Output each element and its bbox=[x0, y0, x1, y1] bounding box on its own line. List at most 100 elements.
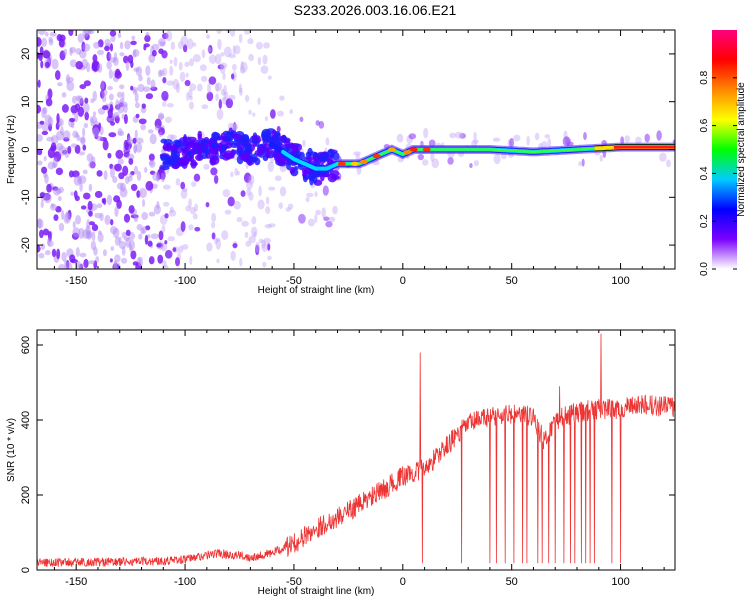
noise-blob bbox=[61, 209, 65, 221]
noise-blob bbox=[104, 45, 110, 52]
noise-blob bbox=[302, 139, 306, 148]
noise-blob bbox=[544, 134, 551, 139]
noise-blob bbox=[54, 70, 61, 81]
noise-blob bbox=[106, 60, 112, 70]
noise-blob bbox=[86, 62, 91, 73]
noise-blob bbox=[314, 191, 318, 198]
noise-blob bbox=[162, 101, 167, 107]
noise-blob bbox=[244, 30, 251, 35]
noise-blob bbox=[110, 35, 116, 43]
noise-blob bbox=[55, 167, 64, 176]
noise-blob bbox=[75, 61, 84, 70]
ridge-blob bbox=[159, 154, 169, 161]
noise-blob bbox=[79, 48, 87, 59]
noise-blob bbox=[449, 132, 457, 139]
figure-title: S233.2026.003.16.06.E21 bbox=[293, 2, 457, 18]
noise-blob bbox=[455, 131, 464, 139]
noise-blob bbox=[42, 106, 48, 114]
noise-blob bbox=[109, 103, 114, 113]
noise-blob bbox=[178, 245, 184, 253]
noise-blob bbox=[184, 61, 190, 67]
noise-blob bbox=[91, 231, 96, 242]
noise-blob bbox=[186, 38, 194, 50]
noise-blob bbox=[128, 204, 135, 214]
noise-blob bbox=[56, 82, 63, 87]
noise-blob bbox=[69, 254, 76, 263]
noise-blob bbox=[224, 209, 232, 215]
noise-blob bbox=[211, 232, 216, 240]
noise-blob bbox=[149, 159, 156, 168]
spectrogram-plot-area bbox=[37, 30, 675, 269]
spec-xtick-label: 50 bbox=[506, 275, 518, 287]
noise-blob bbox=[188, 89, 193, 99]
noise-blob bbox=[92, 111, 97, 117]
noise-blob bbox=[232, 63, 237, 71]
noise-blob bbox=[51, 162, 57, 169]
ridge-hotspot bbox=[422, 147, 431, 152]
noise-blob bbox=[37, 30, 46, 36]
noise-blob bbox=[38, 229, 44, 239]
noise-blob bbox=[64, 261, 73, 269]
noise-blob bbox=[240, 60, 244, 69]
noise-blob bbox=[113, 112, 120, 119]
noise-blob bbox=[262, 54, 268, 65]
noise-blob bbox=[509, 137, 515, 148]
noise-blob bbox=[43, 156, 47, 162]
noise-blob bbox=[68, 170, 74, 178]
noise-blob bbox=[102, 197, 107, 205]
noise-blob bbox=[166, 102, 174, 108]
noise-blob bbox=[158, 131, 163, 137]
noise-blob bbox=[659, 152, 667, 162]
noise-blob bbox=[158, 230, 164, 241]
noise-blob bbox=[130, 250, 137, 260]
noise-blob bbox=[82, 169, 88, 175]
noise-blob bbox=[315, 209, 321, 216]
noise-blob bbox=[162, 259, 167, 268]
noise-blob bbox=[138, 118, 147, 125]
snr-xlabel: Height of straight line (km) bbox=[258, 586, 375, 597]
noise-blob bbox=[263, 42, 270, 49]
noise-blob bbox=[179, 71, 186, 82]
noise-blob bbox=[83, 80, 91, 87]
noise-blob bbox=[175, 257, 181, 267]
noise-blob bbox=[180, 35, 189, 46]
spec-ytick-label: -20 bbox=[20, 237, 32, 253]
snr-xtick-label: -50 bbox=[286, 576, 302, 588]
noise-blob bbox=[279, 186, 287, 197]
noise-blob bbox=[103, 170, 108, 180]
ridge-blob bbox=[232, 133, 238, 139]
noise-blob bbox=[185, 205, 191, 212]
noise-blob bbox=[207, 82, 212, 94]
noise-blob bbox=[268, 223, 276, 228]
noise-blob bbox=[206, 242, 213, 252]
noise-blob bbox=[82, 103, 90, 114]
spec-xtick-label: -100 bbox=[174, 275, 196, 287]
ridge-hotspot bbox=[409, 147, 418, 152]
noise-blob bbox=[181, 244, 189, 250]
noise-blob bbox=[169, 206, 174, 214]
ridge-blob bbox=[182, 136, 187, 144]
ridge-blob bbox=[169, 158, 179, 167]
noise-blob bbox=[213, 174, 219, 184]
noise-blob bbox=[127, 135, 132, 144]
noise-blob bbox=[264, 116, 268, 122]
noise-blob bbox=[86, 153, 94, 162]
noise-blob bbox=[132, 88, 137, 95]
noise-blob bbox=[114, 206, 119, 217]
ridge-blob bbox=[251, 134, 261, 140]
noise-blob bbox=[61, 92, 67, 98]
noise-blob bbox=[236, 216, 243, 223]
noise-blob bbox=[42, 228, 50, 236]
noise-blob bbox=[258, 238, 264, 244]
noise-blob bbox=[244, 94, 250, 102]
noise-blob bbox=[102, 139, 109, 151]
noise-blob bbox=[473, 131, 477, 141]
noise-blob bbox=[396, 133, 404, 143]
ridge-blob bbox=[236, 148, 244, 156]
noise-blob bbox=[149, 133, 157, 145]
snr-ytick-label: 0 bbox=[20, 567, 32, 573]
noise-blob bbox=[80, 205, 87, 210]
noise-blob bbox=[526, 135, 530, 146]
noise-blob bbox=[215, 239, 222, 250]
noise-blob bbox=[178, 61, 183, 71]
